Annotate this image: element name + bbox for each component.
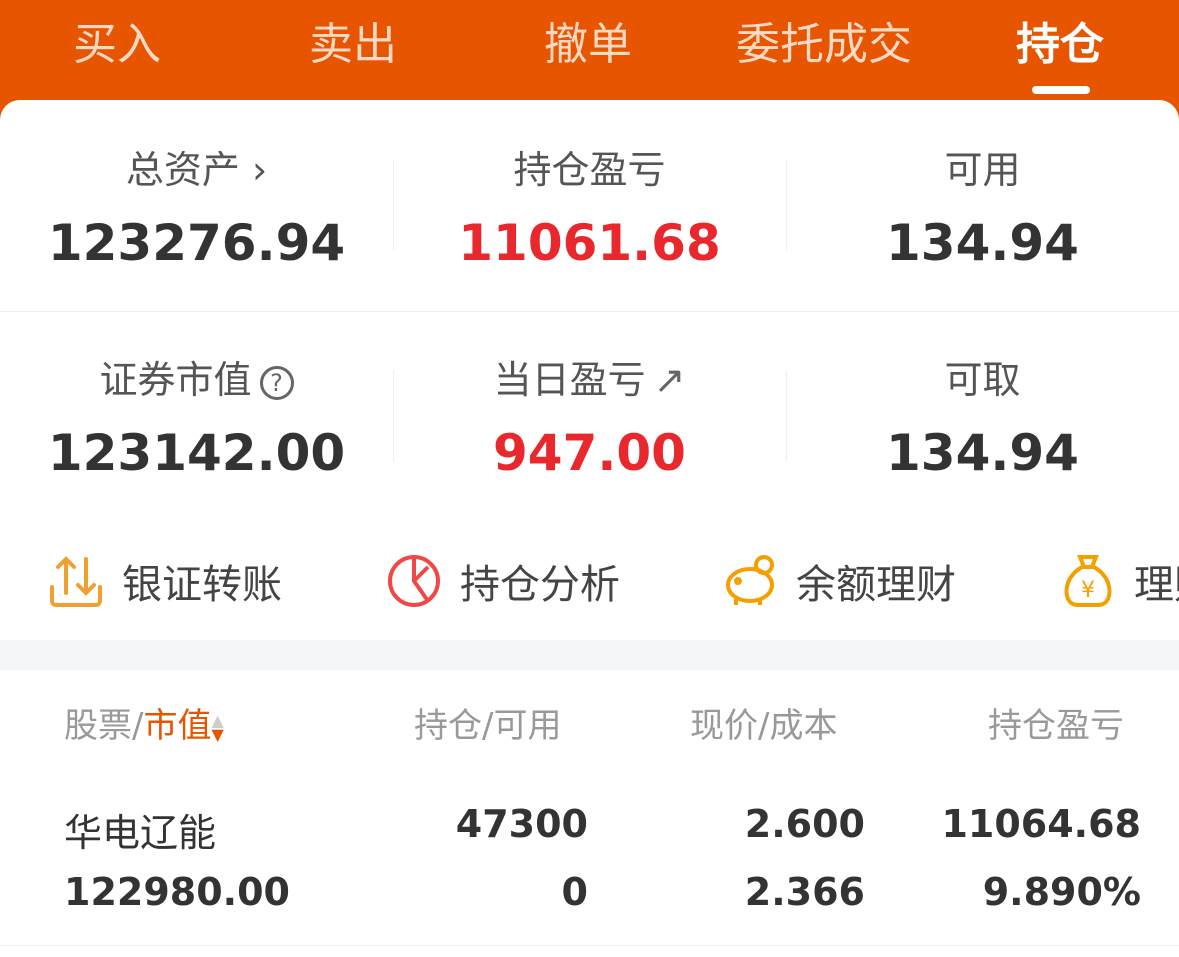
market-value-value: 123142.00 (47, 424, 346, 482)
available-qty: 0 (561, 870, 588, 914)
divider (0, 945, 1179, 946)
divider (393, 160, 394, 250)
help-icon[interactable]: ? (259, 365, 294, 400)
pie-chart-icon (388, 555, 440, 607)
piggy-bank-icon (726, 555, 774, 605)
active-tab-indicator (1032, 86, 1090, 94)
total-assets-label: 总资产 (125, 148, 240, 192)
stock-market-value: 122980.00 (64, 870, 290, 914)
available: 可用 134.94 (786, 146, 1179, 272)
header-sep: / (132, 706, 144, 746)
pnl-amount: 11064.68 (941, 802, 1141, 846)
header-price: 现价/成本 (690, 706, 838, 746)
market-value: 证券市值? 123142.00 (0, 356, 393, 482)
divider (0, 311, 1179, 312)
external-link-icon[interactable]: ↗ (653, 358, 686, 402)
quick-action-wealth[interactable]: ¥ 理财 (1060, 552, 1179, 610)
quick-action-transfer[interactable]: 银证转账 (48, 552, 282, 610)
money-bag-icon: ¥ (1064, 555, 1112, 607)
market-value-label: 证券市值 (99, 358, 252, 402)
position-qty: 47300 (455, 802, 588, 846)
divider (393, 370, 394, 462)
header-pnl: 持仓盈亏 (988, 706, 1124, 746)
daily-pnl-value: 947.00 (493, 424, 686, 482)
divider (786, 160, 787, 250)
tab-positions[interactable]: 持仓 (1016, 19, 1104, 70)
current-price: 2.600 (744, 802, 865, 846)
transfer-icon (50, 556, 102, 607)
tab-buy[interactable]: 买入 (73, 19, 161, 70)
header-stock: 股票 (64, 706, 132, 746)
tab-orders[interactable]: 委托成交 (736, 19, 912, 70)
pnl-percent: 9.890% (982, 870, 1141, 914)
cost-price: 2.366 (744, 870, 865, 914)
quick-action-balance-wealth[interactable]: 余额理财 (722, 552, 956, 610)
tab-sell[interactable]: 卖出 (309, 19, 397, 70)
chevron-right-icon: › (239, 148, 268, 192)
sort-header-stock[interactable]: 股票/市值▲ ▼ (64, 698, 224, 747)
quick-action-label: 银证转账 (122, 562, 282, 608)
svg-text:¥: ¥ (1081, 578, 1095, 603)
header-position: 持仓/可用 (414, 706, 562, 746)
available-label: 可用 (944, 148, 1021, 192)
daily-pnl[interactable]: 当日盈亏 ↗ 947.00 (393, 356, 786, 482)
quick-action-position-analysis[interactable]: 持仓分析 (386, 552, 620, 610)
sort-icon: ▲ ▼ (211, 710, 224, 744)
withdrawable: 可取 134.94 (786, 356, 1179, 482)
position-pnl-value: 11061.68 (458, 214, 721, 272)
total-assets[interactable]: 总资产 › 123276.94 (0, 146, 393, 272)
section-gap (0, 640, 1179, 670)
tab-cancel[interactable]: 撤单 (544, 19, 632, 70)
withdrawable-value: 134.94 (886, 424, 1079, 482)
stock-name: 华电辽能 (64, 811, 217, 855)
position-pnl-label: 持仓盈亏 (513, 148, 666, 192)
total-assets-value: 123276.94 (47, 214, 346, 272)
quick-action-label: 理财 (1134, 562, 1179, 608)
position-pnl: 持仓盈亏 11061.68 (393, 146, 786, 272)
daily-pnl-label: 当日盈亏 (493, 358, 646, 402)
quick-action-label: 余额理财 (796, 562, 956, 608)
withdrawable-label: 可取 (944, 358, 1021, 402)
header-market-value: 市值 (143, 706, 212, 746)
available-value: 134.94 (886, 214, 1079, 272)
summary-card (0, 100, 1179, 957)
divider (786, 370, 787, 462)
quick-action-label: 持仓分析 (460, 562, 620, 608)
